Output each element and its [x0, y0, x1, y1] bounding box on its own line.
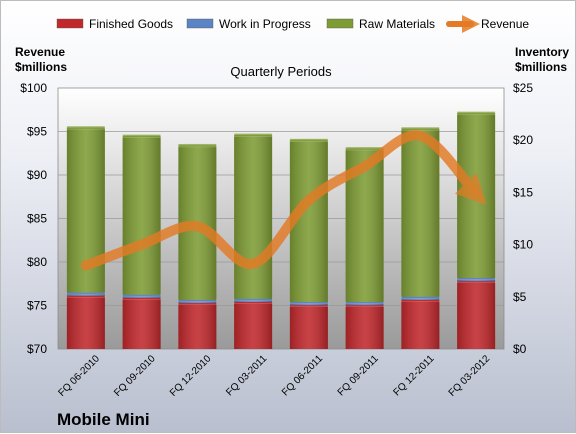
bar-shade: [234, 135, 272, 299]
right-axis-ticks: $0 $5 $10 $15 $20 $25: [513, 81, 533, 356]
bar-shade: [123, 298, 161, 349]
bar-shade: [123, 136, 161, 295]
bar-shade: [346, 305, 384, 349]
bar-cap: [346, 147, 384, 150]
x-tick-label: FQ 09-2010: [112, 353, 158, 399]
right-tick-label: $20: [513, 133, 533, 147]
bar-shade: [178, 303, 216, 349]
bar-shade: [401, 129, 439, 297]
bar-shade: [67, 296, 105, 349]
left-axis-title-line1: Revenue: [15, 45, 65, 59]
x-tick-label: FQ 03-2012: [447, 353, 493, 399]
x-tick-label: FQ 06-2010: [56, 353, 102, 399]
left-tick-label: $75: [27, 299, 47, 313]
legend-label: Finished Goods: [89, 17, 173, 31]
chart-title: Quarterly Periods: [230, 64, 332, 79]
right-tick-label: $25: [513, 81, 533, 95]
legend-label: Revenue: [481, 17, 529, 31]
bar-shade: [401, 300, 439, 349]
x-tick-label: FQ 12-2010: [168, 353, 214, 399]
bar-shade: [234, 302, 272, 349]
bar-cap: [290, 139, 328, 142]
left-tick-label: $100: [20, 81, 47, 95]
x-tick-label: FQ 06-2011: [280, 353, 325, 398]
bar-shade: [457, 281, 495, 349]
bar-cap: [234, 133, 272, 136]
legend-swatch: [327, 19, 353, 28]
bar-cap: [67, 126, 105, 129]
company-name: Mobile Mini: [57, 410, 150, 429]
bar-cap: [401, 127, 439, 130]
x-tick-label: FQ 12-2011: [392, 353, 437, 398]
legend: Finished Goods Work in Progress Raw Materi…: [57, 17, 529, 31]
bar-cap: [178, 144, 216, 147]
right-tick-label: $5: [513, 290, 527, 304]
right-axis-title-line2: $millions: [515, 60, 567, 74]
right-tick-label: $10: [513, 238, 533, 252]
bar-shade: [290, 305, 328, 349]
right-tick-label: $0: [513, 342, 527, 356]
legend-swatch: [57, 19, 83, 28]
legend-swatch: [187, 19, 213, 28]
x-tick-label: FQ 09-2011: [336, 353, 381, 398]
bar-cap: [457, 112, 495, 115]
left-tick-label: $90: [27, 168, 47, 182]
left-tick-label: $95: [27, 125, 47, 139]
left-axis-title-line2: $millions: [15, 60, 67, 74]
legend-label: Raw Materials: [359, 17, 435, 31]
bar-cap: [123, 135, 161, 138]
right-axis-title-line1: Inventory: [515, 45, 569, 59]
left-tick-label: $85: [27, 212, 47, 226]
left-axis-ticks: $70 $75 $80 $85 $90 $95 $100: [20, 81, 47, 356]
right-tick-label: $15: [513, 185, 533, 199]
left-tick-label: $80: [27, 255, 47, 269]
x-tick-label: FQ 03-2011: [224, 353, 269, 398]
left-tick-label: $70: [27, 342, 47, 356]
legend-label: Work in Progress: [219, 17, 311, 31]
